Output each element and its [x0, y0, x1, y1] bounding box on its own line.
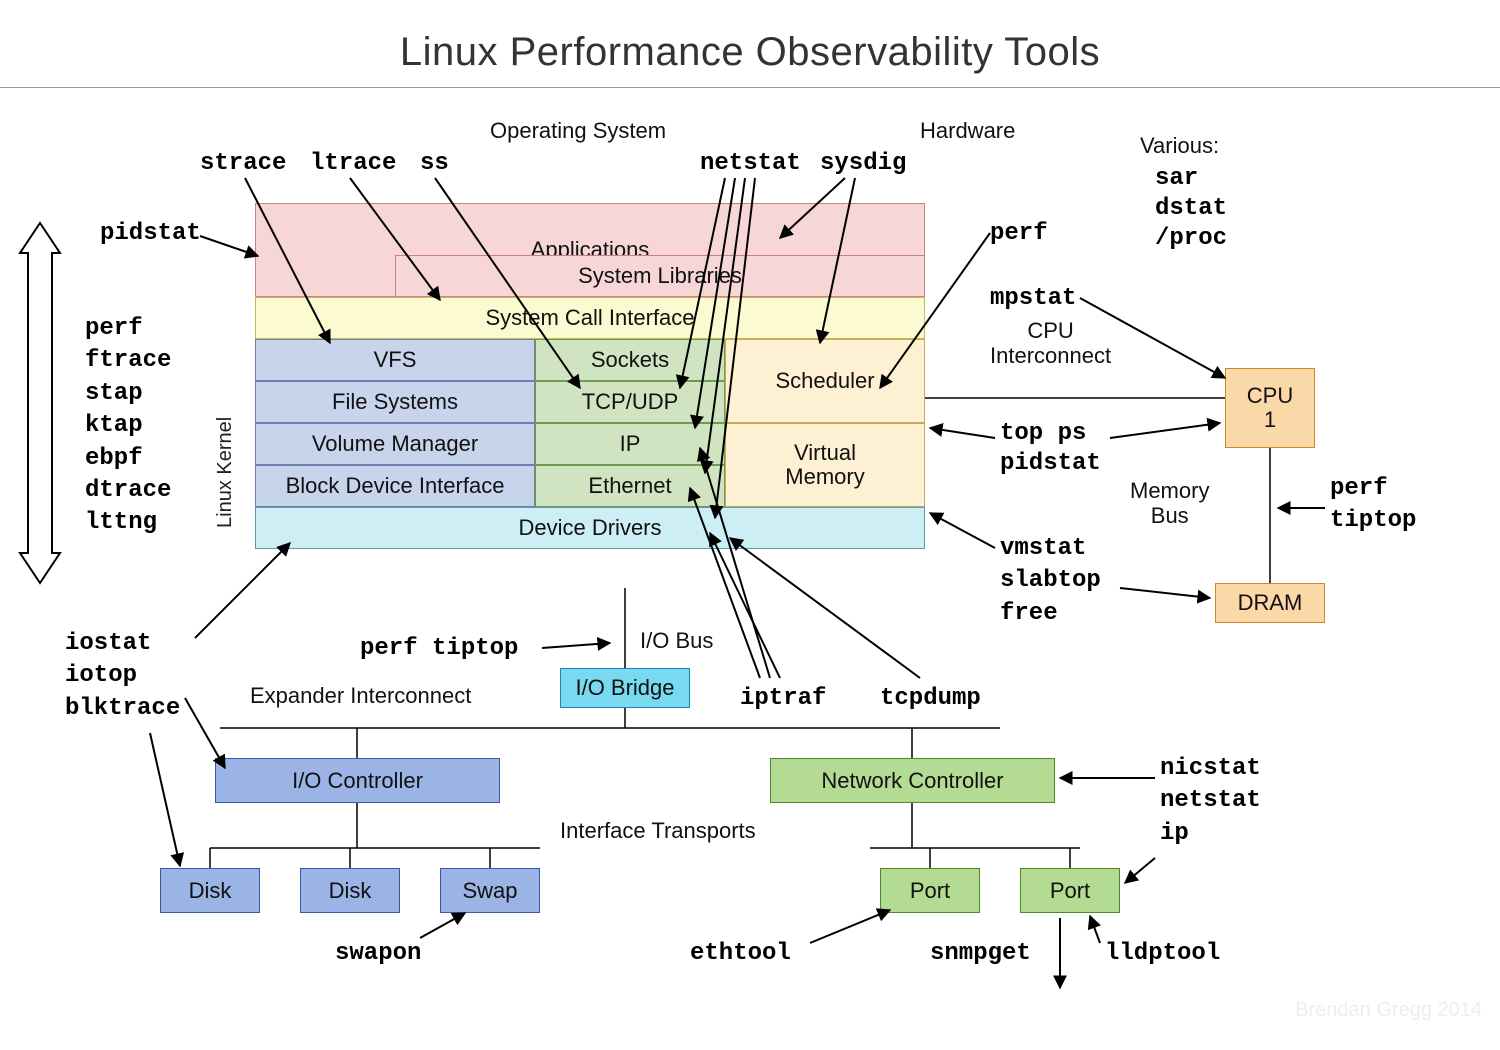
page-title: Linux Performance Observability Tools [0, 0, 1500, 87]
label-operating-system: Operating System [490, 118, 666, 144]
tool-strace: strace [200, 148, 286, 180]
block-file-systems: File Systems [255, 381, 535, 423]
tool-lldptool: lldptool [1105, 938, 1220, 970]
block-cpu: CPU 1 [1225, 368, 1315, 448]
block-volume-manager: Volume Manager [255, 423, 535, 465]
tool-mpstat: mpstat [990, 283, 1076, 315]
tool-tcpdump: tcpdump [880, 683, 981, 715]
label-io-bus: I/O Bus [640, 628, 713, 654]
tool-netstat: netstat [700, 148, 801, 180]
block-port-1: Port [880, 868, 980, 913]
tool-top-ps: top ps [1000, 418, 1086, 450]
label-memory-bus: Memory Bus [1130, 478, 1209, 529]
block-dram: DRAM [1215, 583, 1325, 623]
diagram-canvas: Operating System Hardware Various: Linux… [0, 88, 1500, 1028]
block-vfs: VFS [255, 339, 535, 381]
label-hardware: Hardware [920, 118, 1015, 144]
tool-swapon: swapon [335, 938, 421, 970]
block-device-drivers: Device Drivers [255, 507, 925, 549]
block-ip: IP [535, 423, 725, 465]
tool-nicstat-netstat-ip: nicstat netstat ip [1160, 753, 1261, 850]
label-expander-interconnect: Expander Interconnect [250, 683, 471, 709]
tool-sysdig: sysdig [820, 148, 906, 180]
block-io-controller: I/O Controller [215, 758, 500, 803]
block-network-controller: Network Controller [770, 758, 1055, 803]
label-interface-transports: Interface Transports [560, 818, 756, 844]
block-virtual-memory: Virtual Memory [725, 423, 925, 507]
block-system-libraries: System Libraries [395, 255, 925, 297]
label-various: Various: [1140, 133, 1219, 159]
tool-perf: perf [990, 218, 1048, 250]
block-io-bridge: I/O Bridge [560, 668, 690, 708]
block-tcpudp: TCP/UDP [535, 381, 725, 423]
block-swap: Swap [440, 868, 540, 913]
tool-pidstat-2: pidstat [1000, 448, 1101, 480]
tool-pidstat: pidstat [100, 218, 201, 250]
tool-dstat: dstat [1155, 193, 1227, 225]
tool-ethtool: ethtool [690, 938, 791, 970]
tool-left-list: perf ftrace stap ktap ebpf dtrace lttng [85, 313, 171, 540]
tool-proc: /proc [1155, 223, 1227, 255]
block-scheduler: Scheduler [725, 339, 925, 423]
tool-ltrace: ltrace [310, 148, 396, 180]
block-system-call-interface: System Call Interface [255, 297, 925, 339]
tool-iptraf: iptraf [740, 683, 826, 715]
tool-perf-tiptop: perf tiptop [1330, 473, 1416, 538]
tool-snmpget: snmpget [930, 938, 1031, 970]
tool-vmstat-slabtop-free: vmstat slabtop free [1000, 533, 1101, 630]
tool-ss: ss [420, 148, 449, 180]
attribution: Brendan Gregg 2014 [1295, 999, 1482, 1022]
block-ethernet: Ethernet [535, 465, 725, 507]
block-disk-1: Disk [160, 868, 260, 913]
block-sockets: Sockets [535, 339, 725, 381]
label-cpu-interconnect: CPU Interconnect [990, 318, 1111, 369]
block-block-device-interface: Block Device Interface [255, 465, 535, 507]
label-linux-kernel: Linux Kernel [214, 417, 237, 528]
block-disk-2: Disk [300, 868, 400, 913]
block-port-2: Port [1020, 868, 1120, 913]
tool-sar: sar [1155, 163, 1198, 195]
tool-perf-tiptop-inline: perf tiptop [360, 633, 518, 665]
tool-iostat-iotop-blktrace: iostat iotop blktrace [65, 628, 180, 725]
